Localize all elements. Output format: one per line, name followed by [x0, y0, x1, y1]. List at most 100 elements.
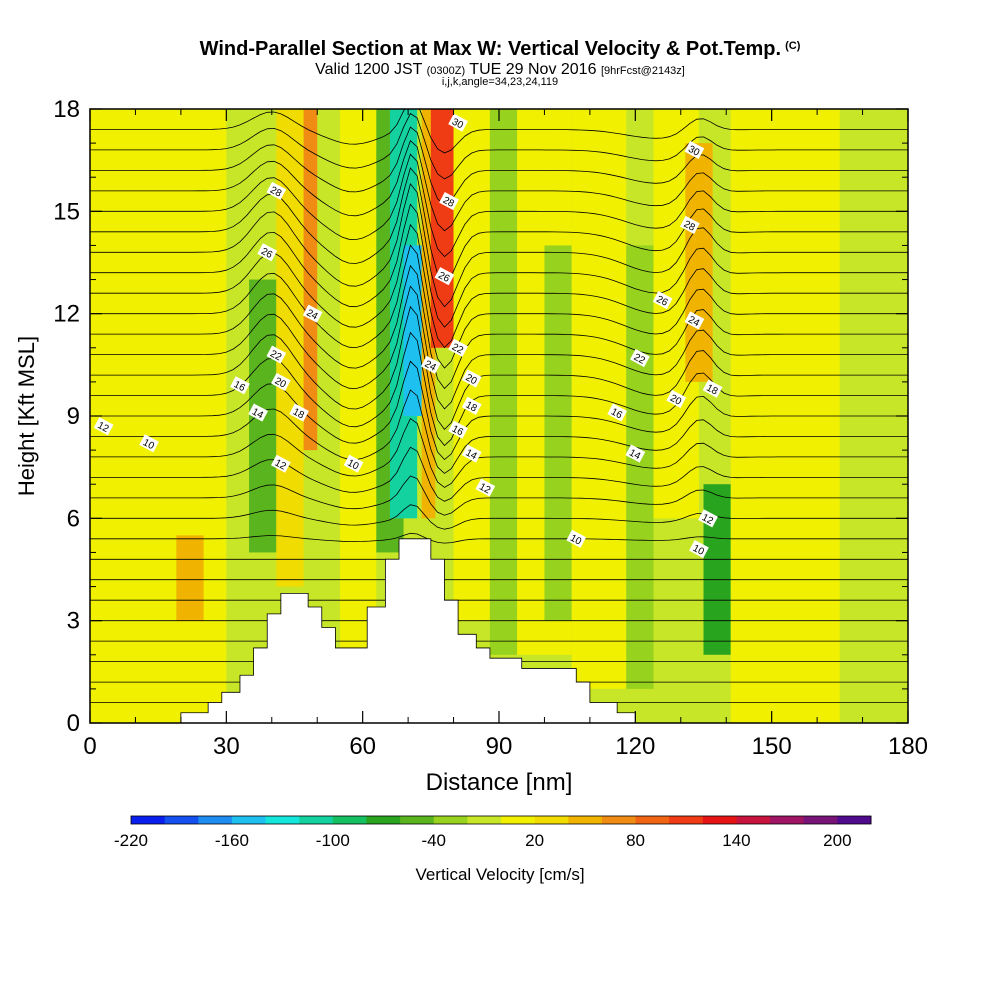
velocity-band	[453, 109, 490, 621]
y-axis: 0 3 6 9 12 15 18	[53, 96, 908, 737]
theta-contour	[90, 285, 908, 410]
colorbar-swatch	[299, 816, 334, 824]
contour-label: 20	[270, 372, 291, 391]
contour-label-text: 18	[291, 406, 306, 421]
contour-label-bg	[439, 192, 459, 211]
colorbar-frame	[130, 815, 872, 825]
contour-label-text: 20	[273, 376, 288, 391]
colorbar-tick-label: 140	[722, 831, 750, 850]
colorbar-tick-label: 200	[823, 831, 851, 850]
colorbar-tick-label: -220	[114, 831, 148, 850]
contour-label-text: 12	[477, 481, 492, 496]
theta-contour	[90, 126, 908, 206]
chart-subtitle-line: Valid 1200 JST (0300Z) TUE 29 Nov 2016 […	[0, 61, 1000, 79]
x-axis-label: Distance [nm]	[426, 769, 573, 796]
colorbar-swatch	[568, 816, 603, 824]
contour-label: 18	[289, 403, 309, 422]
colorbar-tick-label: 20	[525, 831, 544, 850]
velocity-band	[544, 245, 572, 621]
contour-label-bg	[448, 338, 468, 357]
contour-labels: 1210161420182212242628102426283022201816…	[93, 113, 723, 559]
contour-label-bg	[679, 215, 700, 235]
velocity-band	[703, 484, 731, 655]
subtitle-valid: Valid 1200 JST	[315, 61, 423, 78]
contour-label-text: 16	[232, 379, 247, 394]
contour-label-text: 12	[273, 458, 288, 473]
colorbar-swatch	[164, 816, 199, 824]
colorbar: -220 -160 -100 -40 20 80 140 200	[114, 815, 872, 850]
contour-label-bg	[343, 454, 364, 473]
chart-title: Wind-Parallel Section at Max W: Vertical…	[199, 38, 782, 60]
contour-label-bg	[289, 403, 309, 422]
velocity-band	[176, 535, 204, 621]
contour-label-bg	[698, 509, 718, 528]
terrain	[90, 538, 908, 723]
theta-contour	[90, 475, 908, 516]
theta-contour	[90, 244, 908, 369]
y-axis-label: Height [Kft MSL]	[14, 336, 39, 496]
contour-label-bg	[461, 444, 482, 463]
contour-label: 12	[475, 478, 496, 497]
contour-label: 28	[679, 215, 700, 235]
colorbar-swatch	[601, 816, 637, 824]
colorbar-swatch	[837, 816, 872, 824]
velocity-band	[685, 143, 713, 382]
theta-contour	[90, 331, 908, 447]
contour-label-text: 18	[464, 400, 479, 415]
contour-label: 22	[448, 338, 468, 357]
contour-label-text: 10	[691, 543, 706, 558]
x-tick-label: 180	[888, 733, 928, 760]
contour-label-text: 26	[259, 246, 274, 261]
plot-area: 1210161420182212242628102426283022201816…	[90, 109, 908, 723]
contour-label-bg	[461, 396, 482, 415]
contour-label-text: 12	[700, 512, 715, 527]
colorbar-label: Vertical Velocity [cm/s]	[415, 865, 584, 884]
contour-label-text: 28	[441, 195, 456, 210]
contour-label-bg	[434, 267, 455, 286]
colorbar-tick-label: -40	[421, 831, 446, 850]
x-tick-label: 0	[83, 733, 96, 760]
colorbar-swatch	[702, 816, 737, 824]
colorbar-swatch	[366, 816, 401, 824]
contour-label: 26	[652, 290, 673, 310]
contour-label-bg	[625, 444, 646, 463]
contour-label-text: 26	[654, 294, 669, 309]
subtitle-utc: (0300Z)	[426, 65, 466, 77]
x-axis: 0 30 60 90 120 150 180	[83, 109, 928, 760]
colorbar-swatch	[131, 816, 166, 824]
contour-label-text: 14	[464, 447, 479, 462]
theta-contour	[90, 305, 908, 431]
colorbar-swatch	[231, 816, 267, 824]
contour-label: 12	[698, 509, 718, 528]
contour-label: 18	[461, 396, 482, 415]
velocity-band	[626, 245, 654, 689]
theta-contour	[90, 109, 908, 154]
contour-label-bg	[684, 140, 705, 159]
colorbar-tick-label: 80	[626, 831, 645, 850]
contour-label: 14	[461, 444, 482, 463]
contour-label-bg	[566, 529, 587, 548]
contour-label: 22	[629, 348, 650, 368]
colorbar-swatch	[332, 816, 367, 824]
contour-label-bg	[420, 355, 441, 374]
y-tick-label: 18	[53, 96, 80, 123]
contour-label-bg	[270, 454, 291, 473]
contour-label: 22	[266, 345, 287, 364]
contour-label-bg	[248, 403, 269, 422]
contour-label-bg	[139, 434, 159, 453]
contour-label-text: 16	[450, 424, 465, 439]
contour-label: 18	[702, 379, 723, 398]
contour-label-bg	[689, 539, 709, 559]
contour-label-bg	[684, 311, 705, 330]
contour-label-text: 22	[450, 342, 465, 357]
contour-label-text: 18	[704, 383, 719, 398]
x-tick-label: 90	[486, 733, 513, 760]
contour-label-bg	[629, 348, 650, 368]
contour-label-text: 22	[268, 348, 283, 363]
y-tick-label: 6	[67, 505, 80, 532]
x-tick-label: 120	[615, 733, 655, 760]
contour-label-bg	[652, 290, 673, 310]
contour-label-bg	[93, 417, 114, 436]
colorbar-swatch	[669, 816, 704, 824]
velocity-band	[117, 296, 181, 399]
